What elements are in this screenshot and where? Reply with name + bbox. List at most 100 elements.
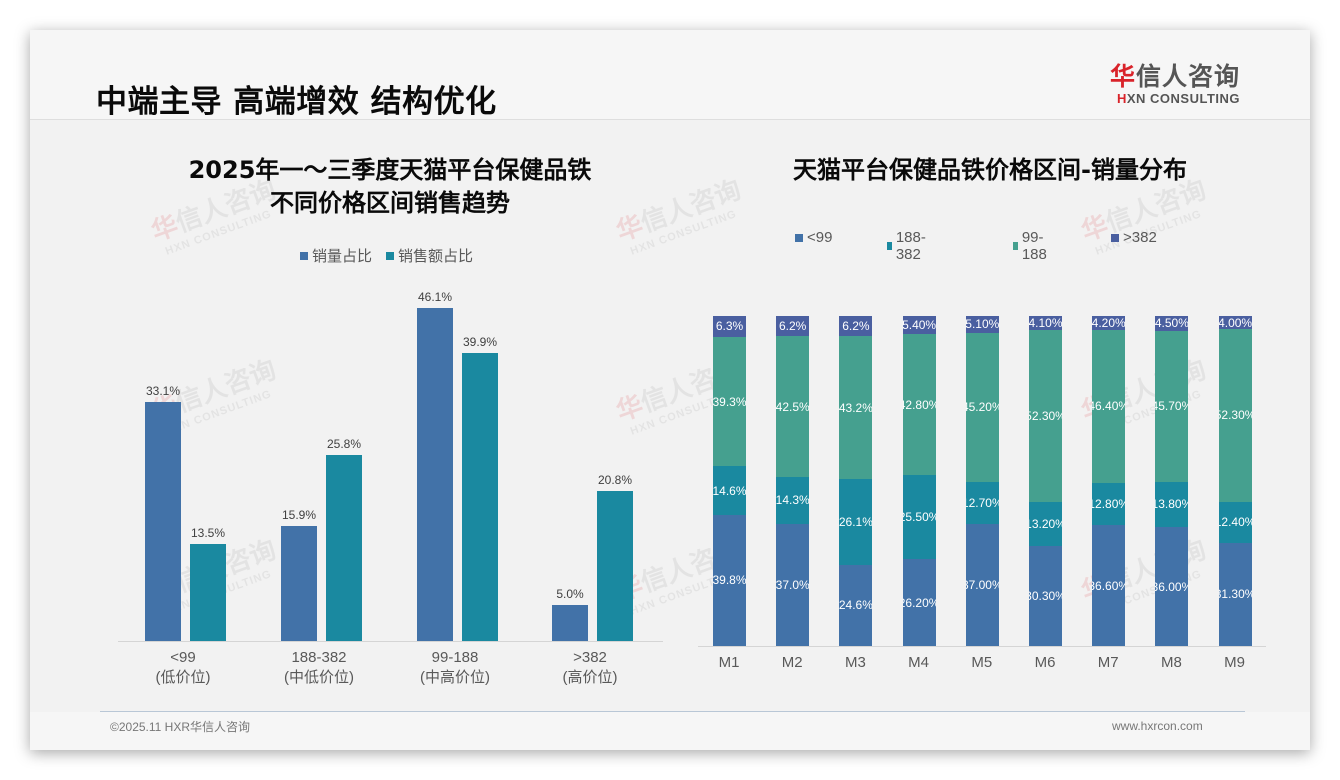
data-label: 13.5% <box>190 525 226 540</box>
segment-label: 24.6% <box>839 598 873 613</box>
segment-label: 4.20% <box>1092 316 1126 330</box>
x-axis-line <box>698 646 1266 647</box>
footer-website-link[interactable]: www.hxrcon.com <box>1112 719 1203 733</box>
bar-segment: 13.80% <box>1155 481 1189 528</box>
logo-en-red: H <box>1116 91 1127 106</box>
footer-divider <box>100 711 1245 712</box>
stacked-bar-m9: 4.00% 52.30% 12.40% 31.30% <box>1218 316 1252 646</box>
x-axis-line <box>118 641 663 642</box>
legend-item: <99 <box>795 229 832 246</box>
segment-label: 14.3% <box>776 493 810 508</box>
bar-segment: 45.20% <box>965 332 999 482</box>
category-tier: (中低价位) <box>284 669 354 686</box>
category-label: <99 (低价位) <box>123 648 243 688</box>
page-title: 中端主导 高端增效 结构优化 <box>96 84 497 120</box>
stacked-bar-m8: 4.50% 45.70% 13.80% 36.00% <box>1155 316 1189 646</box>
segment-label: 31.30% <box>1219 587 1252 602</box>
data-label: 20.8% <box>597 472 633 487</box>
slide: 中端主导 高端增效 结构优化 华信人咨询 HXN CONSULTING 华信人咨… <box>30 30 1310 750</box>
bar-segment: 36.60% <box>1092 525 1126 646</box>
category-label: M1 <box>718 654 740 671</box>
bar-segment: 6.3% <box>713 316 746 337</box>
segment-label: 5.10% <box>965 317 999 332</box>
legend-label: 销量占比 <box>312 248 373 265</box>
bar-segment: 12.40% <box>1218 501 1252 543</box>
bar-segment: 26.1% <box>839 478 873 565</box>
stacked-bar-m3: 6.2% 43.2% 26.1% 24.6% <box>839 316 873 646</box>
bar-segment: 37.0% <box>776 523 810 646</box>
legend-item-volume-share: 销量占比 <box>300 245 372 266</box>
bar-segment: 12.70% <box>965 481 999 524</box>
segment-label: 25.50% <box>903 510 936 525</box>
legend-item: 188-382 <box>887 229 929 263</box>
bar-segment: 4.10% <box>1029 316 1062 330</box>
segment-label: 14.6% <box>713 483 746 498</box>
segment-label: 36.00% <box>1155 579 1188 594</box>
segment-label: 6.2% <box>779 319 807 334</box>
left-chart-title-line-1: 2025年一～三季度天猫平台保健品铁 <box>188 156 592 184</box>
category-label: M6 <box>1034 654 1056 671</box>
company-logo: 华信人咨询 HXN CONSULTING <box>1110 63 1240 107</box>
segment-label: 26.20% <box>903 595 936 610</box>
category-tier: (中高价位) <box>420 669 490 686</box>
bar-segment: 14.6% <box>713 466 746 515</box>
bar-sales-share: 13.5% <box>190 526 226 641</box>
category-tier: (低价位) <box>155 669 211 686</box>
segment-label: 39.3% <box>713 394 746 409</box>
category-label: M9 <box>1224 654 1246 671</box>
bar-segment: 4.00% <box>1218 316 1252 330</box>
segment-label: 13.20% <box>1029 517 1062 532</box>
data-label: 15.9% <box>281 508 317 523</box>
category-label: M3 <box>844 654 866 671</box>
category-label: M2 <box>781 654 803 671</box>
bar-segment: 13.20% <box>1029 502 1062 546</box>
bar-segment: 6.2% <box>776 316 810 337</box>
left-chart-title-line-2: 不同价格区间销售趋势 <box>270 189 510 217</box>
bar-segment: 6.2% <box>839 316 873 337</box>
bar-sales-share: 20.8% <box>597 473 633 641</box>
bar-sales-share: 39.9% <box>462 335 498 641</box>
bar-segment: 52.30% <box>1218 329 1252 502</box>
bar-segment: 5.40% <box>902 316 936 334</box>
bar-segment: 42.80% <box>902 333 936 476</box>
bar-segment: 36.00% <box>1155 527 1189 646</box>
bar-segment: 42.5% <box>776 336 810 477</box>
category-range: >382 <box>573 649 607 666</box>
legend-item-sales-share: 销售额占比 <box>386 245 473 266</box>
category-label: 99-188 (中高价位) <box>395 648 515 688</box>
segment-label: 45.20% <box>966 400 999 415</box>
bar-segment: 24.6% <box>839 564 873 646</box>
category-label: M5 <box>971 654 993 671</box>
legend-label: 销售额占比 <box>398 248 474 265</box>
bar-segment: 39.8% <box>713 514 746 646</box>
stacked-bar-m2: 6.2% 42.5% 14.3% 37.0% <box>776 316 810 646</box>
category-label: M7 <box>1097 654 1119 671</box>
legend-swatch-volume-icon <box>300 251 308 260</box>
bar-segment: 25.50% <box>902 475 936 560</box>
left-chart-legend: 销量占比 销售额占比 <box>300 245 473 266</box>
legend-item: 99-188 <box>1013 229 1050 263</box>
bar-segment: 4.20% <box>1092 316 1126 330</box>
segment-label: 12.70% <box>966 495 999 510</box>
category-label: M8 <box>1160 654 1182 671</box>
legend-swatch-icon <box>1111 233 1119 242</box>
bar-segment: 26.20% <box>902 559 936 646</box>
legend-swatch-icon <box>1013 242 1018 250</box>
logo-en-rest: XN CONSULTING <box>1126 91 1240 106</box>
bar-segment: 5.10% <box>965 316 999 333</box>
segment-label: 13.80% <box>1155 497 1188 512</box>
stacked-bar-m7: 4.20% 46.40% 12.80% 36.60% <box>1092 316 1126 646</box>
segment-label: 12.40% <box>1219 515 1252 530</box>
bar-segment: 46.40% <box>1092 329 1126 483</box>
category-range: 188-382 <box>291 649 347 666</box>
logo-cn-red: 华 <box>1109 62 1136 91</box>
category-range: 99-188 <box>431 649 479 666</box>
bar-sales-share: 25.8% <box>326 437 362 641</box>
legend-label: 99-188 <box>1021 229 1047 263</box>
stacked-bar-m4: 5.40% 42.80% 25.50% 26.20% <box>902 316 936 646</box>
segment-label: 6.2% <box>842 319 870 334</box>
data-label: 39.9% <box>462 334 498 349</box>
segment-label: 4.10% <box>1029 316 1062 330</box>
bar-segment: 39.3% <box>713 336 746 467</box>
bar-volume-share: 15.9% <box>281 508 317 641</box>
